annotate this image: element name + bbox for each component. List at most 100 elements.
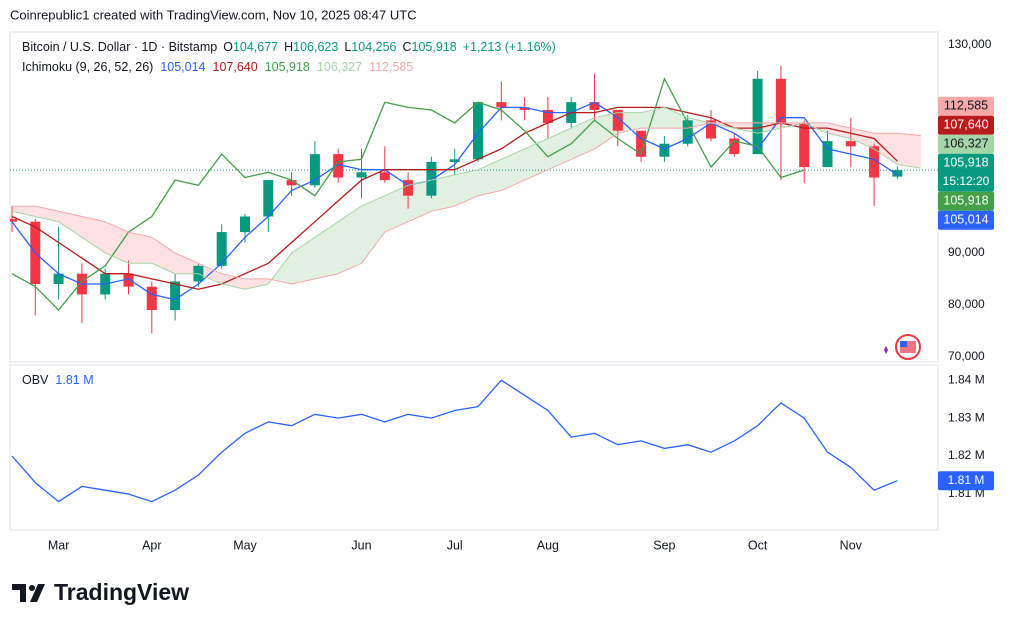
- indicator-value: 106,327: [317, 60, 362, 74]
- candle-body: [799, 122, 810, 168]
- candle-body: [333, 154, 344, 178]
- price-plot: [10, 65, 938, 334]
- candle-body: [869, 146, 880, 178]
- cloud-segment: [687, 117, 711, 129]
- candle-body: [263, 180, 274, 217]
- candle-body: [170, 281, 181, 311]
- candle-body: [706, 120, 716, 139]
- cloud-segment: [81, 216, 106, 253]
- price-label-box: [938, 115, 994, 135]
- cloud-segment: [175, 252, 199, 274]
- candle-body: [636, 130, 647, 157]
- cloud-segment: [151, 237, 176, 274]
- cloud-segment: [431, 174, 455, 212]
- obv-tick-label: 1.83 M: [948, 410, 985, 424]
- price-label-box: [938, 210, 994, 230]
- cloud-segment: [291, 237, 315, 285]
- obv-legend: OBV 1.81 M: [22, 373, 94, 387]
- indicator-value: 105,918: [265, 60, 310, 74]
- price-label-box: [938, 191, 994, 211]
- watermark-icon: [884, 334, 921, 360]
- ichimoku-line: [11, 77, 805, 311]
- cloud-segment: [314, 221, 339, 279]
- ohlc-value: 106,623: [293, 40, 338, 54]
- x-tick-label: Nov: [840, 538, 863, 552]
- obv-name: OBV: [22, 373, 49, 387]
- indicator-value: 112,585: [369, 60, 413, 74]
- candle-body: [473, 102, 483, 160]
- overlay: 130,000100,00090,00080,00070,000112,5851…: [22, 37, 994, 552]
- price-label: 106,327: [943, 137, 988, 151]
- candle-body: [775, 78, 786, 123]
- obv-pane: [9, 364, 939, 531]
- candle-body: [240, 216, 250, 233]
- x-tick-label: Jul: [447, 538, 463, 552]
- indicator-value: 107,640: [213, 60, 258, 74]
- indicator-legend: Ichimoku (9, 26, 52, 26) 105,014 107,640 10…: [22, 60, 413, 74]
- cloud-segment: [874, 133, 898, 165]
- candle-body: [682, 120, 693, 144]
- y-tick-label: 70,000: [948, 349, 985, 363]
- candle-body: [659, 143, 670, 157]
- obv-line: [11, 379, 898, 503]
- candle-body: [53, 273, 64, 285]
- ichimoku-line: [12, 122, 921, 285]
- ohlc-value: 104,677: [233, 40, 278, 54]
- price-label: 105,918: [943, 156, 988, 170]
- cloud-segment: [501, 148, 525, 191]
- cloud-segment: [128, 232, 152, 264]
- cloud-segment: [105, 221, 129, 264]
- cloud-segment: [245, 278, 269, 290]
- y-tick-label: 130,000: [948, 37, 992, 51]
- candle-body: [519, 107, 530, 110]
- obv-value: 1.81 M: [55, 373, 93, 387]
- price-label: 107,640: [943, 118, 988, 132]
- symbol-title: Bitcoin / U.S. Dollar · 1D · Bitstamp: [22, 40, 217, 54]
- candle-body: [356, 172, 367, 178]
- cloud-segment: [384, 185, 409, 233]
- candle-body: [496, 102, 507, 108]
- cloud-segment: [58, 211, 82, 238]
- candle-body: [589, 102, 600, 110]
- candle-body: [729, 138, 740, 155]
- cloud-segment: [664, 107, 688, 129]
- ichimoku-line: [11, 106, 898, 290]
- y-tick-label: 80,000: [948, 297, 985, 311]
- cloud-segment: [361, 195, 385, 264]
- candle-body: [845, 141, 856, 147]
- candle-body: [123, 273, 134, 287]
- candle-body: [216, 232, 227, 266]
- ohlc-key: O: [223, 40, 233, 54]
- ohlc-key: L: [344, 40, 351, 54]
- x-tick-label: Sep: [653, 538, 675, 552]
- change-value: +1,213 (+1.16%): [463, 40, 556, 54]
- x-tick-label: Aug: [537, 538, 559, 552]
- cloud-segment: [850, 128, 875, 149]
- x-tick-label: Oct: [748, 538, 768, 552]
- obv-last-box: [938, 471, 994, 491]
- cloud-segment: [478, 159, 502, 196]
- candle-body: [426, 161, 437, 196]
- obv-tick-label: 1.82 M: [948, 448, 985, 462]
- obv-plot: [11, 379, 898, 503]
- candle-body: [309, 154, 320, 186]
- cloud-segment: [12, 206, 36, 217]
- candle-body: [146, 286, 157, 311]
- ohlc-key: C: [402, 40, 411, 54]
- cloud-segment: [617, 112, 642, 134]
- indicator-value: 105,014: [160, 60, 205, 74]
- indicator-name: Ichimoku (9, 26, 52, 26): [22, 60, 153, 74]
- price-label: 112,585: [944, 99, 988, 113]
- x-tick-label: May: [233, 538, 257, 552]
- ichimoku-line: [11, 101, 898, 301]
- price-label-box: [938, 96, 994, 116]
- x-tick-label: Mar: [48, 538, 70, 552]
- cloud-segment: [594, 112, 618, 149]
- candle-body: [10, 219, 17, 222]
- attribution: Coinrepublic1 created with TradingView.c…: [10, 7, 417, 22]
- brand-logo: [12, 584, 45, 602]
- obv-tick-label: 1.84 M: [948, 372, 985, 386]
- x-tick-label: Jun: [351, 538, 371, 552]
